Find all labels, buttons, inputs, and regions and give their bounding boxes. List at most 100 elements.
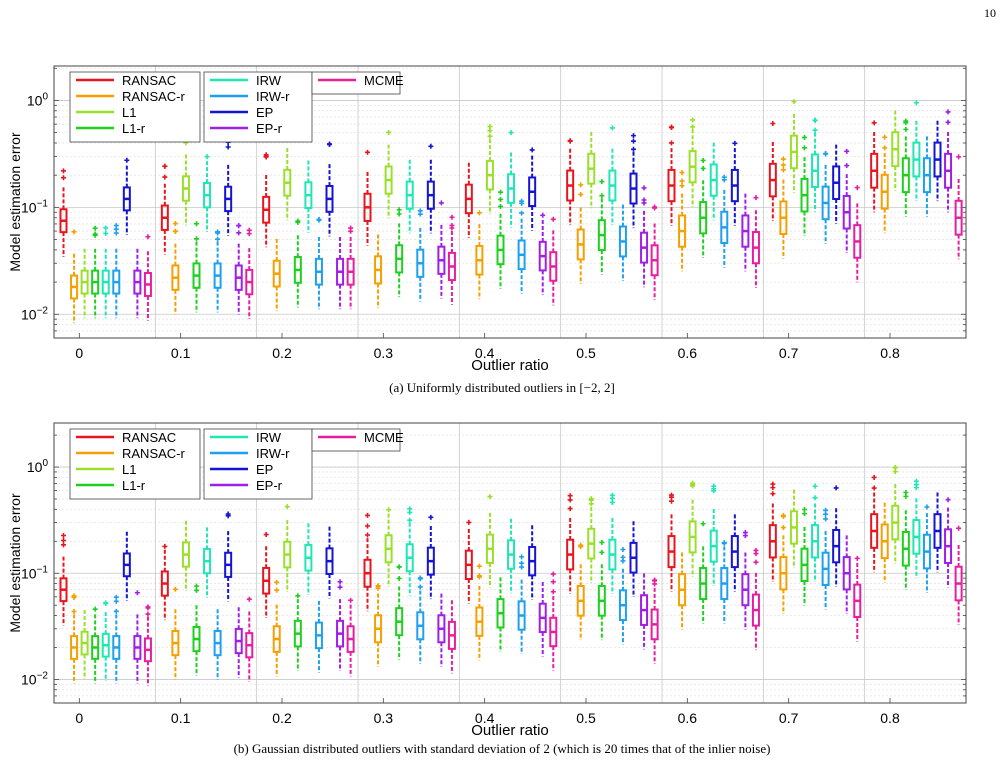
box-IRW-0	[101, 600, 110, 682]
box-RANSAC-r-0.1	[171, 586, 180, 680]
legend-label-MCME: MCME	[364, 73, 404, 88]
outlier-marker	[172, 228, 178, 234]
outlier-marker	[903, 126, 909, 132]
outlier-marker	[550, 579, 556, 585]
outlier-marker	[802, 506, 807, 512]
box-L1-r-0.5	[597, 539, 606, 641]
outlier-marker	[913, 482, 919, 488]
x-tick-label: 0.4	[475, 345, 495, 361]
box-EP-r-0	[133, 248, 142, 319]
outlier-marker	[162, 543, 168, 549]
legend-label-MCME: MCME	[364, 430, 404, 445]
outlier-marker	[753, 559, 759, 565]
box-L1-0.5	[587, 131, 596, 209]
outlier-marker	[550, 571, 556, 577]
box-EP-0.6	[730, 140, 739, 226]
x-tick-label: 0.4	[475, 710, 495, 726]
outlier-marker	[770, 485, 776, 491]
box-RANSAC-0.2	[262, 152, 271, 248]
box-L1-r-0.8	[901, 118, 910, 217]
box-IRW-r-0.8	[922, 504, 931, 593]
outlier-marker	[103, 230, 109, 236]
box-L1-0.2	[283, 504, 292, 592]
box-EP-0.8	[933, 120, 942, 202]
outlier-marker	[519, 200, 525, 206]
box-RANSAC-r-0	[70, 229, 79, 324]
legend-label-IRW: IRW	[256, 430, 282, 445]
outlier-marker	[690, 481, 696, 487]
legend-frame	[311, 428, 401, 452]
outlier-marker	[780, 167, 786, 173]
outlier-marker	[770, 120, 776, 126]
box-EP-0	[122, 531, 131, 601]
box-L1-0.1	[181, 520, 190, 592]
caption-b-text: (b) Gaussian distributed outliers with s…	[233, 741, 771, 756]
outlier-marker	[871, 120, 877, 126]
outlier-marker	[71, 594, 77, 600]
box-EP-r-0.2	[336, 579, 345, 671]
outlier-marker	[802, 145, 807, 151]
outlier-marker	[700, 165, 706, 171]
box-IRW-0.3	[405, 506, 414, 596]
box-EP-0.3	[426, 514, 435, 600]
box-MCME-0.1	[245, 227, 254, 319]
legend-label-IRW: IRW	[256, 73, 282, 88]
outlier-marker	[274, 579, 280, 585]
box-RANSAC-0	[59, 533, 68, 626]
box-RANSAC-0.2	[262, 532, 271, 619]
box-MCME-0.6	[751, 547, 760, 651]
outlier-marker	[145, 611, 151, 617]
outlier-marker	[71, 609, 77, 615]
outlier-marker	[386, 507, 392, 513]
outlier-marker	[609, 125, 615, 131]
box-EP-0.8	[933, 492, 942, 573]
box-MCME-0.2	[346, 597, 355, 677]
outlier-marker	[327, 141, 332, 147]
y-tick-label: 100	[27, 91, 49, 108]
outlier-marker	[337, 584, 343, 590]
outlier-marker	[780, 156, 786, 162]
outlier-marker	[407, 509, 413, 515]
box-IRW-r-0.5	[618, 547, 627, 645]
box-RANSAC-r-0	[70, 593, 79, 684]
legend-label-RANSAC: RANSAC	[122, 430, 176, 445]
outlier-marker	[669, 494, 674, 500]
legend-label-L1-r: L1-r	[122, 478, 146, 493]
box-IRW-r-0.1	[213, 609, 222, 680]
outlier-marker	[246, 596, 252, 602]
outlier-marker	[215, 236, 221, 242]
outlier-marker	[903, 489, 909, 495]
outlier-marker	[236, 223, 242, 229]
box-EP-0.1	[224, 511, 233, 602]
box-EP-0.6	[730, 514, 739, 592]
outlier-marker	[690, 117, 696, 123]
y-tick-label: 10−2	[21, 670, 48, 687]
x-tick-label: 0.6	[678, 710, 698, 726]
legend-label-IRW-r: IRW-r	[256, 446, 290, 461]
outlier-marker	[337, 579, 343, 585]
box-MCME-0	[143, 234, 152, 321]
outlier-marker	[519, 560, 525, 566]
outlier-marker	[854, 185, 860, 191]
box-IRW-0.7	[811, 483, 820, 582]
outlier-marker	[476, 573, 482, 579]
outlier-marker	[567, 138, 573, 144]
outlier-marker	[956, 154, 962, 160]
outlier-marker	[700, 157, 706, 163]
outlier-marker	[753, 195, 759, 201]
box-RANSAC-0.7	[768, 481, 777, 582]
outlier-marker	[295, 593, 301, 599]
box-RANSAC-0.5	[566, 493, 575, 594]
box-MCME-0.4	[549, 216, 558, 306]
outlier-marker	[567, 497, 573, 503]
x-tick-label: 0.1	[171, 710, 191, 726]
box-MCME-0.5	[650, 204, 659, 300]
outlier-marker	[274, 587, 280, 593]
outlier-marker	[823, 516, 829, 522]
legend-label-RANSAC-r: RANSAC-r	[122, 446, 186, 461]
outlier-marker	[679, 183, 685, 189]
